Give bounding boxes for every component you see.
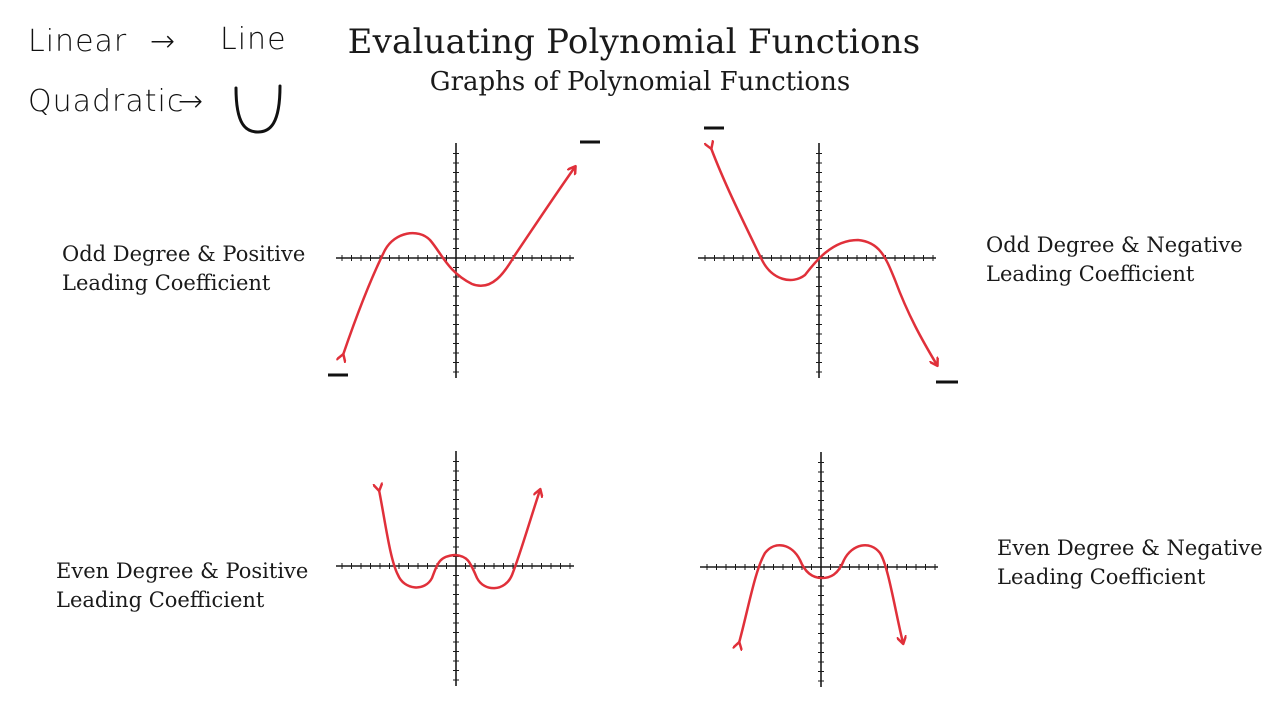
axes-even-negative — [700, 452, 938, 687]
note-quadratic-u-shape — [234, 84, 282, 134]
label-odd-positive-line2: Leading Coefficient — [62, 271, 271, 295]
label-odd-negative-line1: Odd Degree & Negative — [986, 233, 1243, 257]
axes-odd-positive — [336, 143, 574, 378]
label-even-positive-line1: Even Degree & Positive — [56, 559, 309, 583]
label-even-negative-line1: Even Degree & Negative — [997, 536, 1263, 560]
note-quadratic-arrow: → — [178, 84, 205, 119]
label-even-positive: Even Degree & Positive Leading Coefficie… — [56, 557, 308, 615]
page-title: Evaluating Polynomial Functions — [347, 22, 921, 62]
curve-odd-negative — [711, 148, 937, 365]
label-odd-positive-line1: Odd Degree & Positive — [62, 242, 306, 266]
note-linear-result: Line — [220, 22, 287, 57]
label-even-positive-line2: Leading Coefficient — [56, 588, 265, 612]
curve-odd-positive — [343, 167, 575, 355]
page-subtitle: Graphs of Polynomial Functions — [429, 67, 851, 97]
note-linear-word: Linear — [28, 24, 128, 59]
label-odd-positive: Odd Degree & Positive Leading Coefficien… — [62, 240, 305, 298]
label-even-negative: Even Degree & Negative Leading Coefficie… — [997, 534, 1263, 592]
note-linear-arrow: → — [150, 24, 177, 59]
label-even-negative-line2: Leading Coefficient — [997, 565, 1206, 589]
note-quadratic-word: Quadratic — [28, 84, 185, 119]
curve-even-negative — [739, 544, 903, 643]
label-odd-negative-line2: Leading Coefficient — [986, 262, 1195, 286]
curve-even-positive — [379, 490, 540, 590]
axes-even-positive — [336, 451, 574, 686]
label-odd-negative: Odd Degree & Negative Leading Coefficien… — [986, 231, 1243, 289]
